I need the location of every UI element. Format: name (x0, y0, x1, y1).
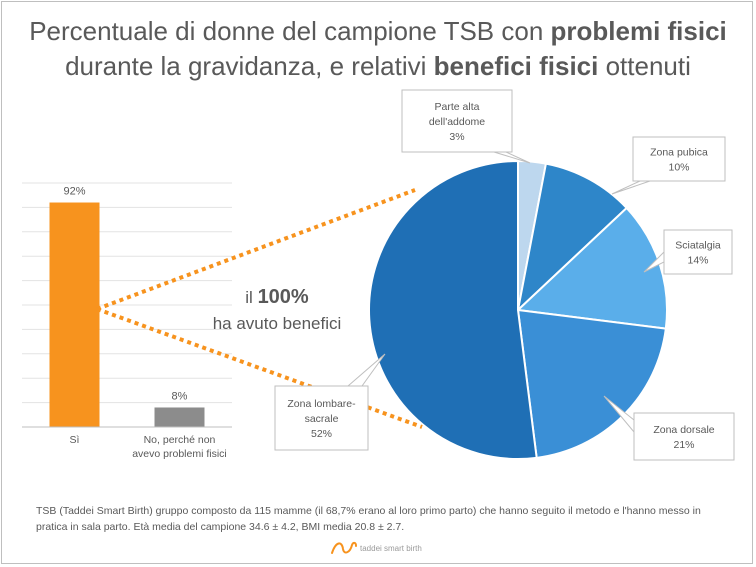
chart-title: Percentuale di donne del campione TSB co… (0, 14, 756, 84)
pie-value-label-4: 21% (673, 439, 694, 451)
pie-label-box-5 (274, 385, 369, 451)
pie-category-label-1: Parte alta (435, 101, 480, 113)
pie-category-label-1: dell'addome (429, 116, 485, 128)
pie-category-label-2: Zona pubica (650, 147, 708, 159)
pie-category-label-5: sacrale (305, 413, 339, 425)
pie-value-label-1: 3% (449, 131, 464, 143)
title-line-2: durante la gravidanza, e relativi benefi… (0, 49, 756, 84)
pie-label-pointer-2 (611, 180, 651, 195)
pie-value-label-5: 52% (311, 428, 332, 440)
pie-label-box-3 (663, 229, 733, 275)
bar-category-label-2: No, perché non (144, 434, 216, 446)
connector-top (96, 188, 416, 311)
brand-logo-text: taddei smart birth (360, 543, 422, 553)
benefit-callout: il 100% ha avuto benefici (202, 284, 352, 337)
pie-category-label-4: Zona dorsale (653, 424, 714, 436)
pie-label-box-2 (632, 136, 726, 182)
benefit-callout-line-1: il 100% (202, 284, 352, 311)
swirl-logo-icon (331, 541, 357, 554)
brand-logo: taddei smart birth (330, 538, 422, 558)
bar-1 (49, 202, 100, 427)
pie-category-label-3: Sciatalgia (675, 240, 721, 252)
title-line-2-plain-b: ottenuti (598, 51, 691, 81)
title-line-1-plain: Percentuale di donne del campione TSB co… (29, 16, 551, 46)
pie-category-label-5: Zona lombare- (287, 398, 356, 410)
pie-label-box-4 (633, 412, 735, 461)
pie-value-label-3: 14% (687, 255, 708, 267)
bar-value-label-1: 92% (63, 186, 85, 198)
title-line-2-plain-a: durante la gravidanza, e relativi (65, 51, 434, 81)
benefit-callout-value: 100% (257, 286, 309, 308)
bar-category-label-1: Sì (70, 434, 80, 446)
pie-slice-5 (368, 159, 538, 460)
benefit-callout-prefix: il (245, 288, 258, 307)
title-line-1: Percentuale di donne del campione TSB co… (0, 14, 756, 49)
pie-label-pointer-5 (346, 353, 386, 387)
bar-2 (154, 407, 205, 427)
footnote: TSB (Taddei Smart Birth) gruppo composto… (36, 505, 701, 533)
pie-value-label-2: 10% (668, 162, 689, 174)
benefit-callout-suffix: ha avuto benefici (212, 314, 342, 333)
bar-category-label-2: avevo problemi fisici (132, 448, 227, 460)
pie-label-box-1 (401, 89, 513, 153)
title-line-1-bold: problemi fisici (550, 16, 727, 46)
title-line-2-bold: benefici fisici (433, 51, 599, 81)
bar-value-label-2: 8% (172, 390, 188, 402)
pie-slice-2 (516, 162, 629, 313)
